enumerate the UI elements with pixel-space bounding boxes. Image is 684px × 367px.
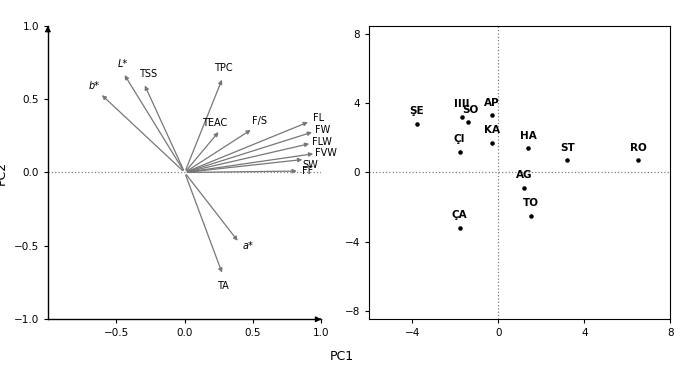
Text: TO: TO xyxy=(523,198,538,208)
Text: PC1: PC1 xyxy=(330,350,354,363)
Text: b*: b* xyxy=(89,81,100,91)
Text: FL: FL xyxy=(313,113,324,123)
Text: FW: FW xyxy=(315,125,330,135)
Text: AP: AP xyxy=(484,98,500,108)
Text: IIII: IIII xyxy=(454,99,469,109)
Text: ŞE: ŞE xyxy=(409,106,424,116)
Text: FF: FF xyxy=(302,166,313,176)
Text: FVW: FVW xyxy=(315,148,337,159)
Text: HA: HA xyxy=(520,131,537,141)
Text: TPC: TPC xyxy=(213,63,233,73)
Text: ÇI: ÇI xyxy=(454,134,465,144)
Text: F/S: F/S xyxy=(252,116,267,126)
Text: a*: a* xyxy=(242,241,253,251)
Y-axis label: PC2: PC2 xyxy=(0,160,8,185)
Text: ÇA: ÇA xyxy=(452,210,467,220)
Text: FLW: FLW xyxy=(311,137,332,147)
Text: ST: ST xyxy=(560,143,575,153)
Text: AG: AG xyxy=(516,170,532,180)
Text: TSS: TSS xyxy=(139,69,157,79)
Text: L*: L* xyxy=(118,59,128,69)
Text: RO: RO xyxy=(630,143,646,153)
Text: SW: SW xyxy=(302,160,319,170)
Text: TEAC: TEAC xyxy=(202,117,227,128)
Text: TA: TA xyxy=(217,280,229,291)
Text: KA: KA xyxy=(484,126,500,135)
Text: SO: SO xyxy=(462,105,479,115)
